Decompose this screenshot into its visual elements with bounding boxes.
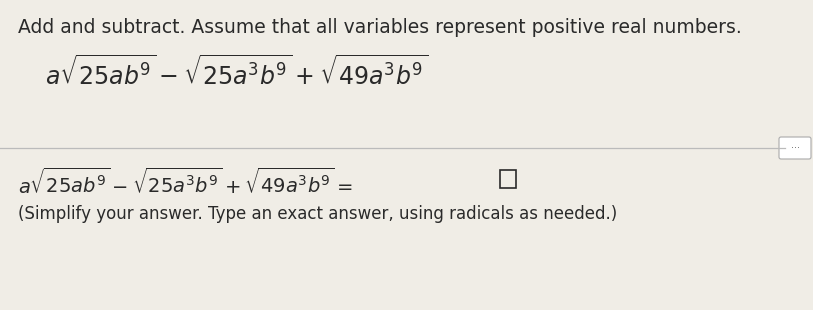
Text: ···: ··· [790, 143, 799, 153]
Text: Add and subtract. Assume that all variables represent positive real numbers.: Add and subtract. Assume that all variab… [18, 18, 741, 37]
FancyBboxPatch shape [779, 137, 811, 159]
Text: $a\sqrt{25ab^{9}}-\sqrt{25a^{3}b^{9}}+\sqrt{49a^{3}b^{9}}$: $a\sqrt{25ab^{9}}-\sqrt{25a^{3}b^{9}}+\s… [45, 55, 428, 90]
Text: (Simplify your answer. Type an exact answer, using radicals as needed.): (Simplify your answer. Type an exact ans… [18, 205, 617, 223]
FancyBboxPatch shape [500, 170, 516, 188]
Text: $a\sqrt{25ab^{9}}-\sqrt{25a^{3}b^{9}}+\sqrt{49a^{3}b^{9}}=$: $a\sqrt{25ab^{9}}-\sqrt{25a^{3}b^{9}}+\s… [18, 168, 353, 198]
